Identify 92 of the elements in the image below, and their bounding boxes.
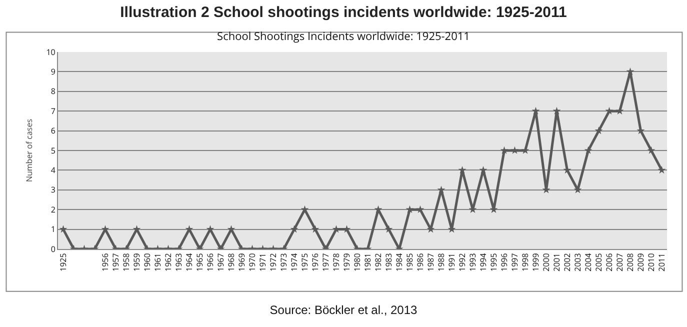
- point: [500, 146, 508, 154]
- point: [374, 205, 382, 213]
- point: [647, 146, 656, 154]
- x-tick-label: 1979: [341, 252, 352, 272]
- x-tick-label: 1977: [320, 252, 332, 272]
- x-tick-label: 2002: [562, 252, 573, 272]
- x-tick-label: 2000: [540, 252, 552, 272]
- point: [479, 166, 488, 174]
- x-tick-label: 1991: [446, 253, 458, 272]
- point: [616, 106, 624, 114]
- point: [384, 225, 393, 233]
- x-tick-label: 1973: [278, 252, 290, 272]
- x-tick-label: 1972: [268, 252, 279, 272]
- x-tick-label: 1971: [257, 253, 268, 272]
- point: [458, 166, 466, 174]
- point: [437, 186, 446, 194]
- x-tick-label: 1985: [404, 252, 416, 272]
- x-tick-label: 1963: [173, 252, 184, 272]
- x-tick-label: 1965: [194, 252, 206, 272]
- y-tick-label: 4: [50, 165, 56, 176]
- x-tick-label: 1994: [478, 252, 489, 272]
- x-tick-label: 1986: [414, 252, 426, 272]
- x-tick-label: 1999: [530, 252, 542, 272]
- point: [521, 146, 530, 154]
- y-tick-label: 7: [50, 106, 56, 117]
- x-tick-label: 2007: [614, 252, 626, 272]
- x-tick-label: 1959: [131, 252, 142, 272]
- chart-title: Illustration 2 School shootings incidents worldwide: 1925-2011: [119, 3, 568, 23]
- x-tick-label: 1956: [100, 252, 111, 272]
- y-axis-title: Number of cases: [24, 118, 35, 182]
- x-tick-label: 2010: [646, 252, 657, 272]
- x-tick-label: 1975: [299, 252, 310, 272]
- x-tick-label: 1983: [383, 252, 394, 272]
- point: [406, 205, 414, 213]
- x-tick-label: 1976: [310, 252, 321, 272]
- point: [605, 106, 614, 114]
- x-tick-label: 1961: [152, 253, 164, 272]
- x-tick-label: 2005: [593, 252, 604, 272]
- x-tick-label: 1967: [215, 252, 226, 272]
- x-tick-label: 1981: [362, 253, 374, 272]
- x-tick-label: 1995: [488, 252, 500, 272]
- x-tick-label: 1996: [498, 252, 510, 272]
- x-tick-label: 1978: [330, 252, 342, 272]
- y-tick-label: 6: [50, 126, 56, 137]
- source-note: Source: Böckler et al., 2013: [268, 302, 418, 319]
- x-tick-label: 1957: [110, 252, 122, 272]
- point: [584, 146, 592, 154]
- point: [658, 166, 666, 174]
- y-tick-label: 0: [50, 244, 56, 255]
- x-tick-label: 1970: [246, 252, 258, 272]
- point: [626, 68, 634, 76]
- x-tick-label: 1966: [204, 252, 216, 272]
- x-tick-label: 1958: [120, 252, 132, 272]
- point: [532, 106, 540, 114]
- x-tick-label: 2001: [551, 253, 562, 272]
- x-tick-label: 1962: [162, 252, 174, 272]
- point: [59, 225, 68, 233]
- x-tick-label: 1982: [372, 252, 384, 272]
- x-tick-label: 1968: [226, 252, 237, 272]
- point: [311, 225, 320, 233]
- x-tick-label: 1998: [520, 252, 531, 272]
- y-tick-label: 1: [50, 224, 56, 236]
- y-tick-label: 9: [50, 66, 56, 78]
- x-tick-label: 2003: [572, 252, 584, 272]
- x-tick-label: 2009: [635, 252, 646, 272]
- x-tick-label: 1988: [436, 252, 447, 272]
- x-tick-label: 2004: [582, 252, 594, 272]
- x-tick-label: 2008: [624, 252, 636, 272]
- x-tick-label: 1987: [425, 252, 436, 272]
- point: [552, 106, 561, 114]
- chart-subtitle: School Shootings Incidents worldwide: 1925-2011: [217, 28, 470, 44]
- x-tick-label: 1974: [288, 252, 300, 272]
- x-tick-label: 1969: [236, 252, 248, 272]
- x-tick-label: 1993: [467, 252, 478, 272]
- x-tick-label: 1960: [142, 252, 153, 272]
- x-tick-label: 1992: [456, 252, 468, 272]
- x-tick-label: 1984: [394, 252, 405, 272]
- x-tick-label: 1980: [352, 252, 363, 272]
- x-tick-label: 1964: [184, 252, 195, 272]
- y-tick-label: 10: [46, 46, 56, 58]
- point: [290, 225, 298, 233]
- x-tick-label: 1925: [58, 252, 69, 272]
- y-tick-label: 5: [50, 145, 56, 156]
- point: [416, 205, 424, 213]
- point: [594, 126, 603, 134]
- y-tick-label: 3: [50, 184, 56, 196]
- point: [510, 146, 519, 154]
- y-tick-label: 2: [50, 204, 56, 216]
- y-tick-label: 8: [50, 86, 56, 98]
- x-tick-label: 2011: [656, 253, 668, 272]
- x-tick-label: 1997: [509, 252, 520, 272]
- x-tick-label: 2006: [604, 252, 615, 272]
